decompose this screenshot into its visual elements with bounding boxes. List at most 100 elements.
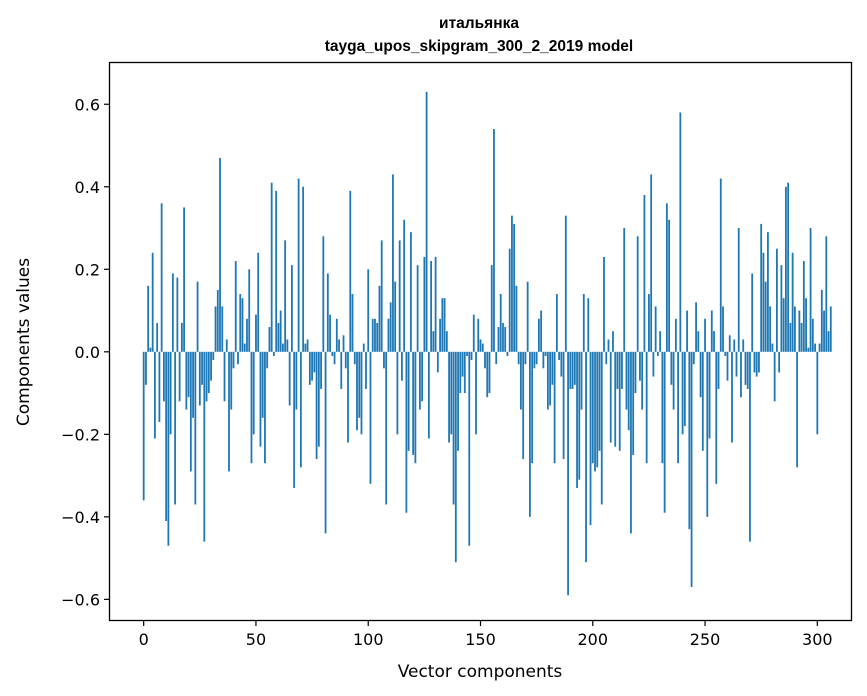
bar-179 (544, 351, 547, 356)
bar-126 (425, 91, 428, 352)
bar-243 (688, 351, 691, 530)
bar-295 (805, 298, 807, 352)
bar-110 (389, 302, 392, 352)
bar-143 (463, 351, 466, 394)
bar-35 (221, 306, 224, 352)
bar-163 (508, 248, 511, 352)
bar-252 (708, 351, 711, 439)
bar-58 (273, 351, 275, 356)
bar-26 (201, 351, 203, 385)
bar-236 (672, 351, 675, 410)
bar-168 (520, 351, 522, 410)
y-tick-label: 0.6 (75, 95, 100, 114)
bar-151 (481, 343, 484, 352)
bar-268 (744, 351, 747, 385)
bar-228 (654, 306, 657, 352)
bar-256 (717, 351, 720, 389)
bar-152 (484, 351, 486, 369)
x-tick-label: 250 (690, 630, 721, 649)
bar-80 (322, 236, 325, 352)
bar-86 (335, 318, 338, 352)
bar-191 (571, 351, 574, 389)
bar-69 (297, 178, 300, 352)
bar-66 (290, 265, 293, 352)
bar-203 (598, 351, 601, 451)
bar-75 (311, 351, 313, 381)
bar-136 (448, 351, 450, 443)
bar-112 (394, 281, 397, 352)
bar-108 (385, 351, 388, 505)
bar-204 (600, 351, 603, 505)
bar-52 (259, 351, 262, 447)
bar-285 (782, 298, 785, 352)
bar-274 (758, 351, 760, 373)
bar-254 (713, 331, 715, 352)
bar-29 (207, 351, 210, 394)
bar-87 (338, 339, 340, 352)
bar-7 (158, 351, 161, 422)
bar-105 (378, 285, 381, 352)
bar-222 (641, 351, 644, 410)
bar-11 (167, 351, 170, 546)
bar-167 (517, 351, 520, 365)
bar-297 (809, 228, 812, 352)
bar-266 (740, 351, 742, 398)
bar-170 (524, 351, 527, 365)
bar-3 (149, 347, 152, 352)
bar-267 (742, 339, 745, 352)
bar-16 (178, 351, 181, 402)
bar-60 (277, 322, 280, 352)
bar-257 (719, 178, 722, 352)
bar-96 (358, 351, 361, 418)
bar-123 (418, 351, 421, 410)
bar-305 (827, 331, 830, 352)
bar-261 (728, 335, 731, 352)
bar-153 (486, 351, 489, 398)
bar-187 (562, 351, 565, 460)
bar-39 (230, 351, 233, 410)
bar-255 (715, 351, 718, 484)
bar-118 (407, 351, 410, 451)
bar-271 (751, 273, 754, 352)
bar-72 (304, 343, 307, 352)
bar-289 (791, 252, 794, 352)
bar-208 (609, 351, 612, 443)
bar-244 (690, 351, 693, 587)
bar-150 (479, 339, 482, 352)
bar-95 (356, 351, 358, 431)
x-tick-label: 50 (246, 630, 266, 649)
bar-183 (553, 351, 556, 464)
x-tick-label: 150 (465, 630, 496, 649)
bar-165 (513, 223, 516, 352)
x-tick-label: 100 (353, 630, 384, 649)
bar-212 (618, 351, 621, 451)
bar-251 (706, 351, 709, 517)
bar-199 (589, 351, 592, 526)
bar-275 (760, 223, 763, 352)
y-axis-label: Components values (14, 258, 34, 426)
bar-99 (365, 351, 367, 389)
bar-162 (506, 351, 509, 356)
bar-148 (475, 351, 477, 435)
bar-31 (212, 351, 215, 361)
bar-125 (423, 256, 426, 352)
bar-296 (807, 347, 810, 352)
bar-121 (414, 351, 417, 464)
bar-102 (371, 318, 374, 352)
bar-24 (196, 281, 199, 352)
bar-12 (169, 351, 172, 435)
bar-290 (793, 306, 796, 352)
bar-139 (454, 351, 457, 563)
bar-89 (342, 335, 345, 352)
bar-293 (800, 322, 803, 352)
bar-258 (722, 306, 724, 352)
bar-306 (829, 306, 832, 352)
bar-77 (315, 351, 318, 460)
bar-253 (710, 310, 713, 352)
bar-282 (776, 248, 778, 352)
bar-265 (737, 228, 740, 352)
bar-172 (529, 351, 531, 517)
bar-33 (216, 289, 219, 352)
x-tick-label: 200 (577, 630, 608, 649)
bar-114 (398, 240, 401, 352)
